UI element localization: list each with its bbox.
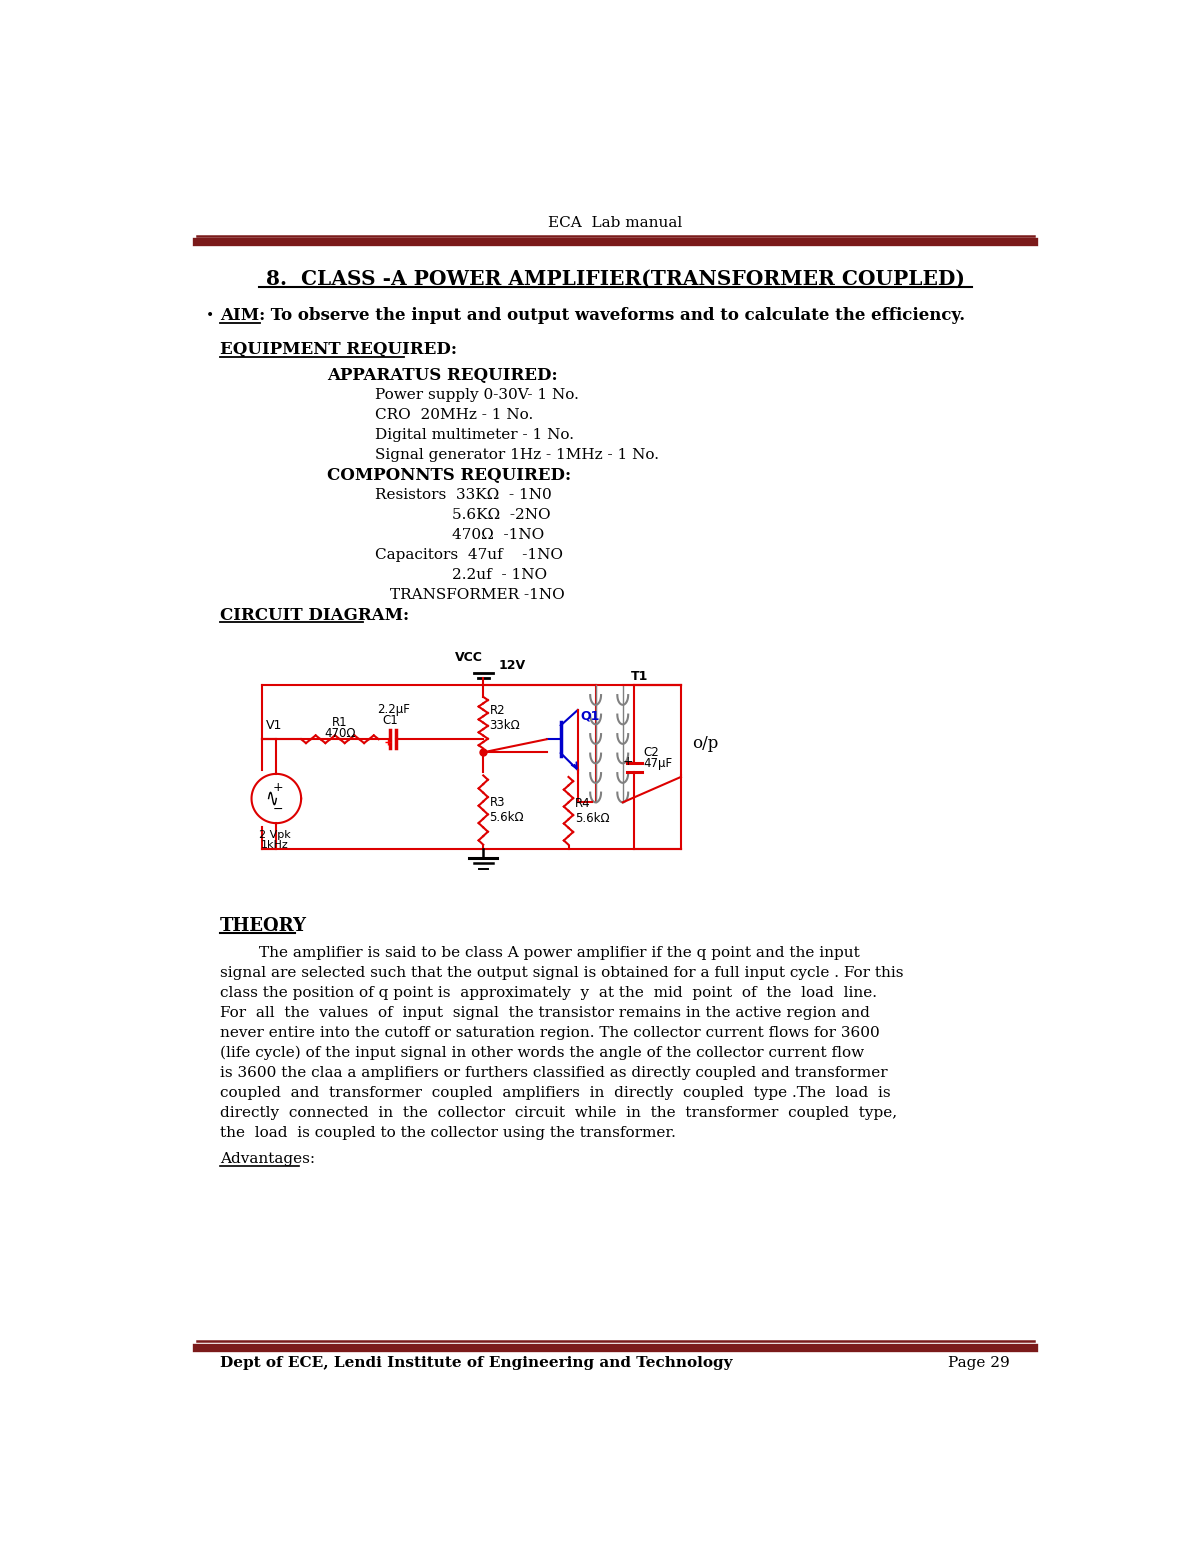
Text: +: + — [623, 755, 634, 769]
Text: THEORY: THEORY — [220, 916, 307, 935]
Text: Q1: Q1 — [580, 710, 600, 722]
Text: VCC: VCC — [455, 651, 484, 665]
Text: Signal generator 1Hz - 1MHz - 1 No.: Signal generator 1Hz - 1MHz - 1 No. — [374, 449, 659, 463]
Text: class the position of q point is  approximately  y  at the  mid  point  of  the : class the position of q point is approxi… — [220, 986, 877, 1000]
Text: 2 Vpk: 2 Vpk — [259, 829, 290, 840]
Text: COMPONNTS REQUIRED:: COMPONNTS REQUIRED: — [326, 466, 571, 483]
Text: coupled  and  transformer  coupled  amplifiers  in  directly  coupled  type .The: coupled and transformer coupled amplifie… — [220, 1086, 890, 1100]
Text: Resistors  33KΩ  - 1N0: Resistors 33KΩ - 1N0 — [374, 488, 552, 502]
Text: 2.2uf  - 1NO: 2.2uf - 1NO — [452, 568, 547, 582]
Text: Capacitors  47uf    -1NO: Capacitors 47uf -1NO — [374, 548, 563, 562]
Text: C1: C1 — [383, 714, 398, 727]
Text: For  all  the  values  of  input  signal  the transistor remains in the active r: For all the values of input signal the t… — [220, 1006, 870, 1020]
Text: R1: R1 — [332, 716, 348, 728]
Text: R2
33kΩ: R2 33kΩ — [490, 705, 521, 733]
Text: −: − — [272, 803, 283, 815]
Text: R4
5.6kΩ: R4 5.6kΩ — [575, 797, 610, 825]
Text: V1: V1 — [266, 719, 283, 731]
Text: :: : — [272, 916, 278, 935]
Text: •: • — [206, 309, 214, 323]
Text: the  load  is coupled to the collector using the transformer.: the load is coupled to the collector usi… — [220, 1126, 676, 1140]
Text: never entire into the cutoff or saturation region. The collector current flows f: never entire into the cutoff or saturati… — [220, 1025, 880, 1039]
Text: signal are selected such that the output signal is obtained for a full input cyc: signal are selected such that the output… — [220, 966, 904, 980]
Text: Advantages:: Advantages: — [220, 1152, 314, 1166]
Text: To observe the input and output waveforms and to calculate the efficiency.: To observe the input and output waveform… — [265, 307, 965, 325]
Text: CIRCUIT DIAGRAM:: CIRCUIT DIAGRAM: — [220, 607, 409, 624]
Text: 1kHz: 1kHz — [260, 840, 289, 849]
Text: R3
5.6kΩ: R3 5.6kΩ — [490, 797, 524, 825]
Text: ECA  Lab manual: ECA Lab manual — [548, 216, 682, 230]
Text: +: + — [272, 781, 283, 794]
Text: C2: C2 — [643, 745, 660, 759]
Text: o/p: o/p — [692, 735, 719, 752]
Text: APPARATUS REQUIRED:: APPARATUS REQUIRED: — [326, 367, 557, 384]
Text: AIM:: AIM: — [220, 307, 265, 325]
Text: 12V: 12V — [499, 658, 526, 672]
Text: 470Ω: 470Ω — [324, 727, 355, 739]
Text: (life cycle) of the input signal in other words the angle of the collector curre: (life cycle) of the input signal in othe… — [220, 1045, 864, 1059]
Text: 2.2μF: 2.2μF — [377, 704, 409, 716]
Text: 47μF: 47μF — [643, 756, 673, 770]
Text: is 3600 the claa a amplifiers or furthers classified as directly coupled and tra: is 3600 the claa a amplifiers or further… — [220, 1065, 887, 1079]
Text: 8.  CLASS -A POWER AMPLIFIER(TRANSFORMER COUPLED): 8. CLASS -A POWER AMPLIFIER(TRANSFORMER … — [265, 269, 965, 289]
Text: Dept of ECE, Lendi Institute of Engineering and Technology: Dept of ECE, Lendi Institute of Engineer… — [220, 1356, 732, 1370]
Text: Power supply 0-30V- 1 No.: Power supply 0-30V- 1 No. — [374, 388, 578, 402]
Text: CRO  20MHz - 1 No.: CRO 20MHz - 1 No. — [374, 408, 533, 422]
Text: Digital multimeter - 1 No.: Digital multimeter - 1 No. — [374, 429, 574, 443]
Text: directly  connected  in  the  collector  circuit  while  in  the  transformer  c: directly connected in the collector circ… — [220, 1106, 896, 1120]
Text: 470Ω  -1NO: 470Ω -1NO — [452, 528, 545, 542]
Text: 5.6KΩ  -2NO: 5.6KΩ -2NO — [452, 508, 551, 522]
Text: Page 29: Page 29 — [948, 1356, 1010, 1370]
Text: TRANSFORMER -1NO: TRANSFORMER -1NO — [390, 589, 565, 603]
Text: The amplifier is said to be class A power amplifier if the q point and the input: The amplifier is said to be class A powe… — [220, 946, 859, 960]
Text: T1: T1 — [630, 669, 648, 683]
Text: EQUIPMENT REQUIRED:: EQUIPMENT REQUIRED: — [220, 342, 457, 359]
